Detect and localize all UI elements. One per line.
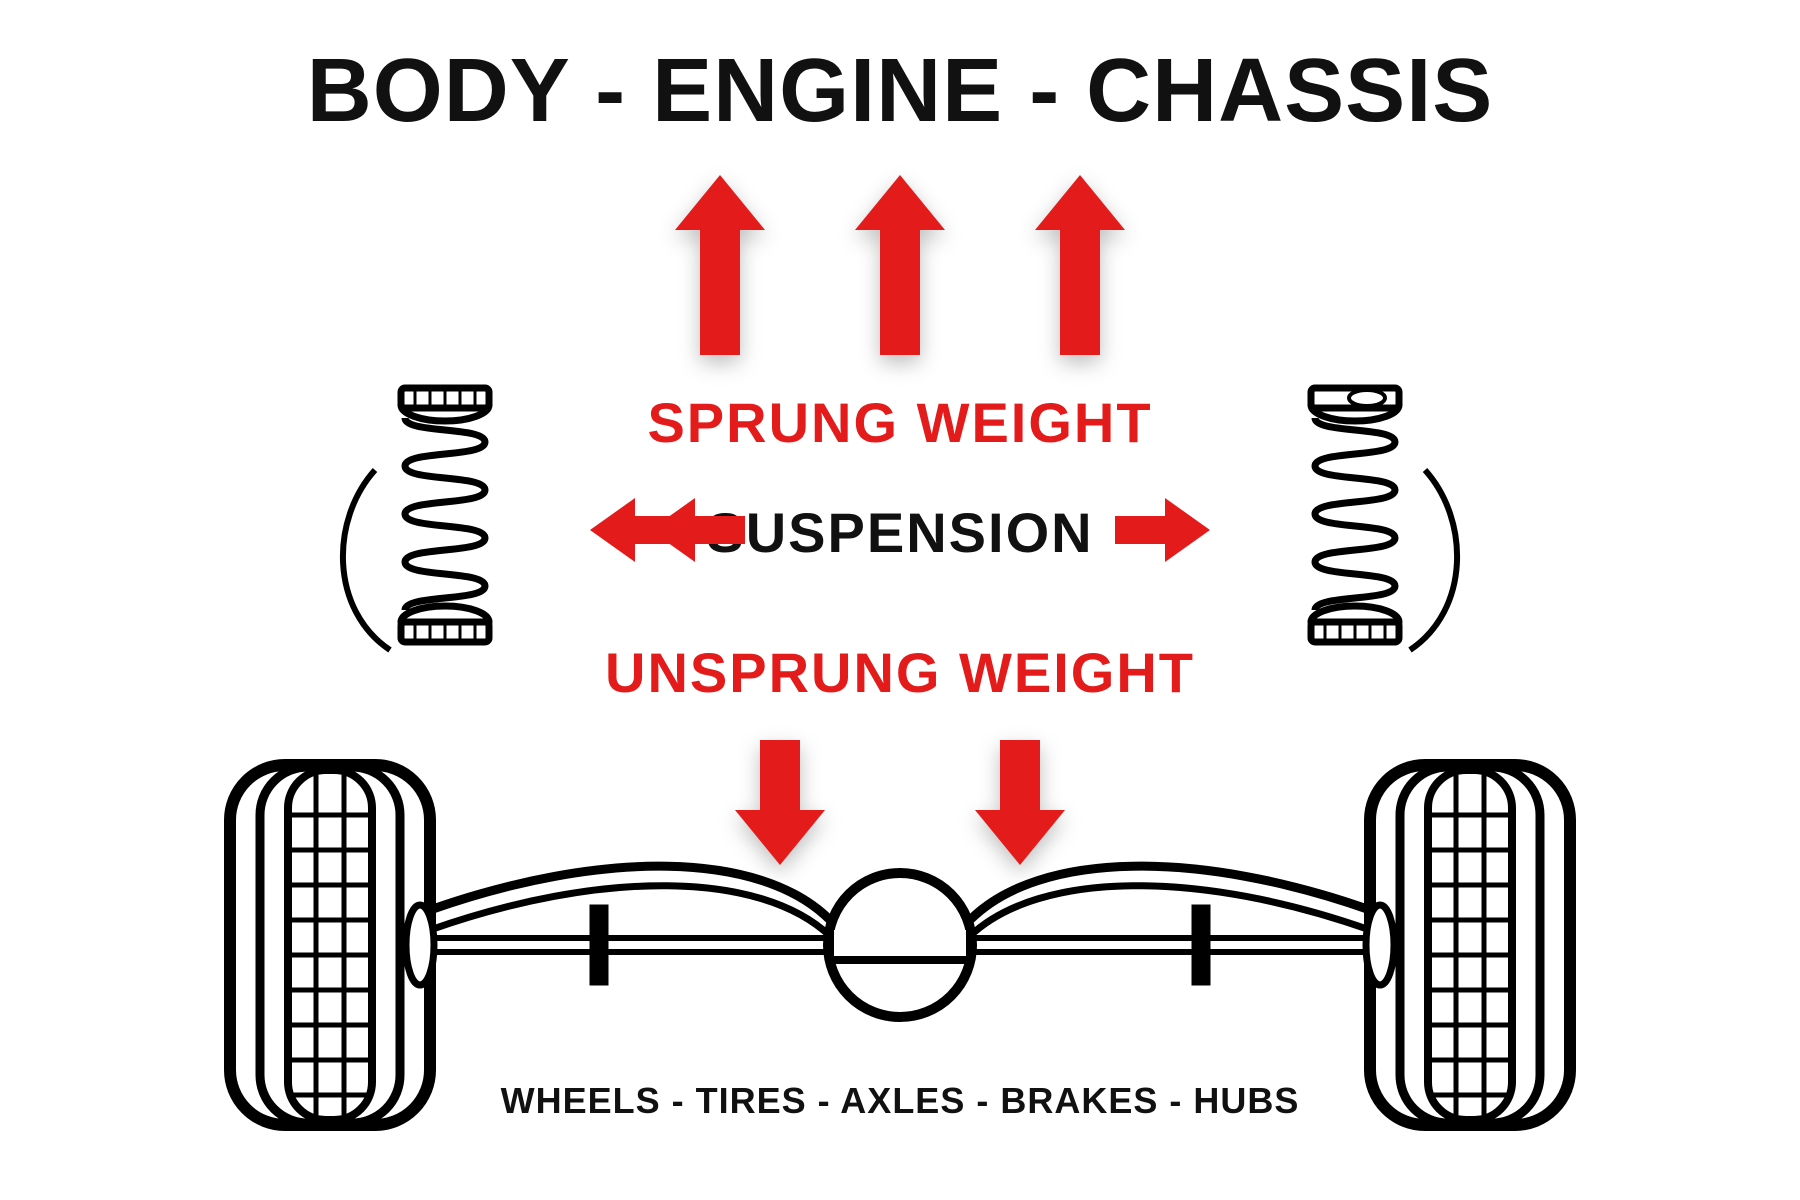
sprung-weight-label: SPRUNG WEIGHT — [0, 390, 1800, 455]
axle-assembly-icon — [230, 765, 1570, 1125]
title-text: BODY - ENGINE - CHASSIS — [0, 40, 1800, 143]
bottom-components-label: WHEELS - TIRES - AXLES - BRAKES - HUBS — [0, 1080, 1800, 1122]
unsprung-weight-label: UNSPRUNG WEIGHT — [0, 640, 1800, 705]
suspension-label: SUSPENSION — [0, 500, 1800, 565]
diagram-stage: BODY - ENGINE - CHASSIS SPRUNG WEIGHT SU… — [0, 0, 1800, 1200]
diagram-svg-layer — [0, 0, 1800, 1200]
down-arrows-group — [735, 740, 1065, 865]
up-arrows-group — [675, 175, 1125, 355]
